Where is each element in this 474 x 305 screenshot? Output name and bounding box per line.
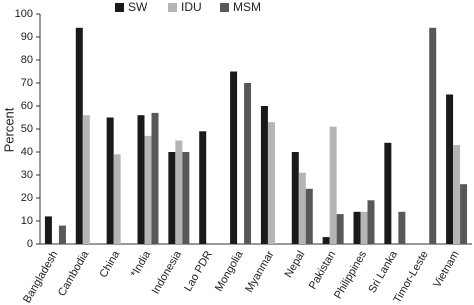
x-tick-label: Cambodia: [56, 248, 92, 298]
bar: [336, 214, 344, 244]
x-tick-label: China: [97, 248, 122, 280]
x-tick-label: Pakistan: [307, 249, 338, 292]
bar: [58, 225, 66, 244]
legend-swatch: [168, 3, 177, 12]
y-tick-label: 100: [15, 8, 33, 20]
bar: [230, 71, 238, 244]
x-tick-label: Mongolia: [213, 248, 246, 293]
bar: [267, 122, 275, 244]
legend-swatch: [220, 3, 229, 12]
bar: [113, 154, 121, 244]
bar: [453, 145, 461, 244]
x-tick-label: Sri Lanka: [366, 248, 400, 295]
bar: [199, 131, 207, 244]
bar: [175, 140, 183, 244]
bar: [182, 152, 190, 244]
bar: [82, 115, 90, 244]
y-tick-label: 70: [21, 77, 33, 89]
bar: [329, 126, 337, 244]
bar: [106, 117, 114, 244]
x-tick-label: Lao PDR: [182, 249, 215, 294]
bar: [260, 106, 268, 244]
x-tick-label: Philippines: [332, 249, 369, 302]
bar: [460, 184, 468, 244]
bar: [151, 112, 159, 245]
x-tick-label: Indonesia: [150, 248, 185, 296]
bar: [367, 200, 375, 244]
bar: [137, 115, 145, 244]
bar: [446, 94, 454, 244]
y-axis-title: Percent: [1, 107, 16, 152]
x-tick-label: Nepal: [283, 249, 308, 280]
y-tick-label: 10: [21, 215, 33, 227]
bar: [168, 152, 176, 244]
bar: [75, 27, 83, 244]
x-tick-label: Myanmar: [243, 249, 276, 295]
bar: [298, 172, 306, 244]
y-tick-label: 80: [21, 54, 33, 66]
x-tick-label: Vietnam: [431, 249, 461, 290]
bar: [384, 142, 392, 244]
bar: [291, 152, 299, 244]
legend-label: SW: [128, 0, 148, 14]
y-tick-label: 90: [21, 31, 33, 43]
bar: [322, 237, 330, 244]
legend-swatch: [115, 3, 124, 12]
y-tick-label: 0: [27, 238, 33, 250]
y-tick-label: 60: [21, 100, 33, 112]
bar: [360, 211, 368, 244]
legend-label: IDU: [181, 0, 202, 14]
bar: [353, 211, 361, 244]
bar: [244, 83, 252, 244]
bar: [429, 27, 437, 244]
y-tick-label: 40: [21, 146, 33, 158]
y-tick-label: 20: [21, 192, 33, 204]
y-tick-label: 30: [21, 169, 33, 181]
bar: [144, 135, 152, 244]
x-tick-label: Bangladesh: [21, 249, 60, 305]
bar: [398, 211, 406, 244]
x-tick-label: *India: [129, 248, 154, 279]
bar: [305, 188, 313, 244]
y-tick-label: 50: [21, 123, 33, 135]
legend-label: MSM: [233, 0, 261, 14]
bar: [44, 216, 52, 244]
